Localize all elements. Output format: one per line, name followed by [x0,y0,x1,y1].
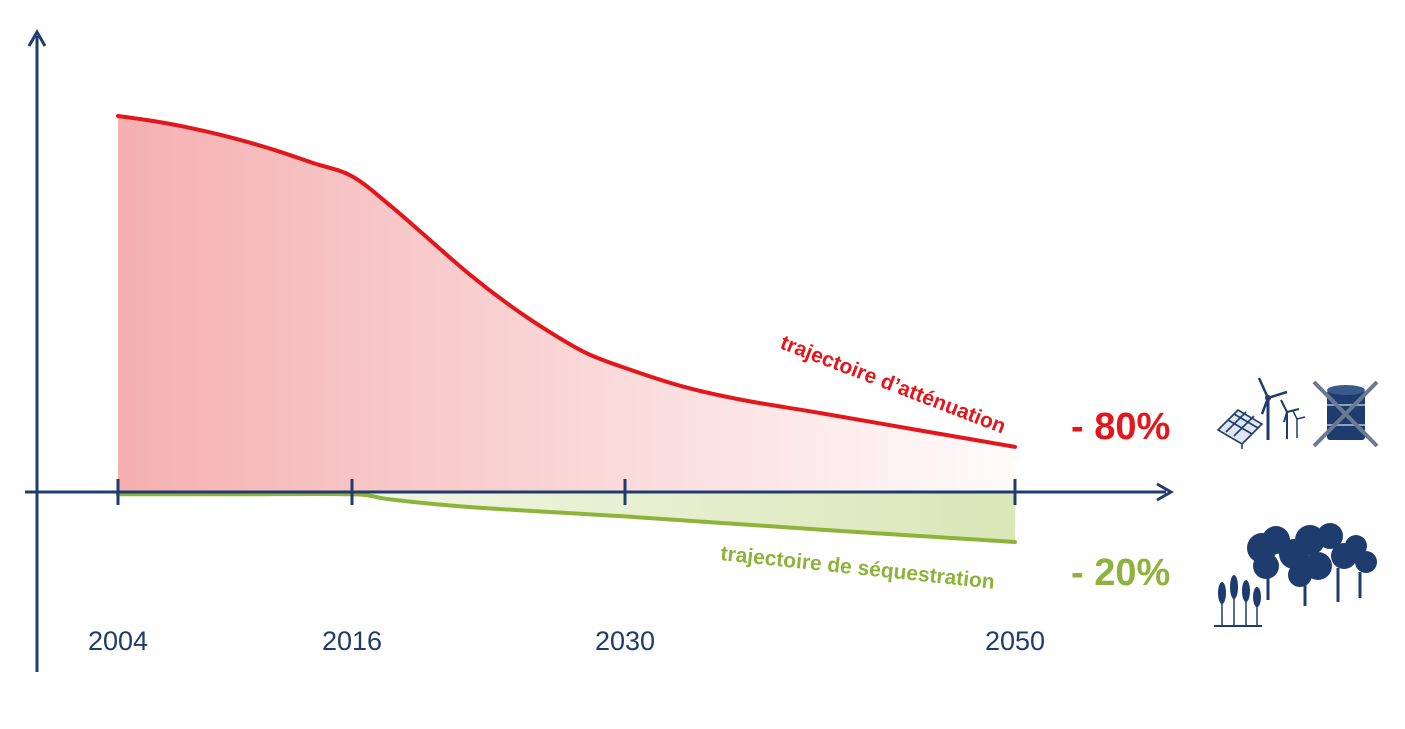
sequestration-change-label: - 20% [1071,552,1170,594]
crossed-oil-barrel-icon [1314,382,1377,446]
mitigation-change-label: - 80% [1071,406,1170,448]
mitigation-area [118,116,1015,492]
wheat-icon [1214,575,1262,626]
x-tick-label: 2004 [88,626,148,656]
solar-panel-icon [1218,410,1262,449]
x-tick-label: 2016 [322,626,382,656]
trees-icon [1247,523,1377,606]
x-tick-label: 2050 [985,626,1045,656]
sequestration-curve-label: trajectoire de séquestration [719,542,995,594]
x-tick-label: 2030 [595,626,655,656]
wind-turbine-icon [1259,378,1305,440]
